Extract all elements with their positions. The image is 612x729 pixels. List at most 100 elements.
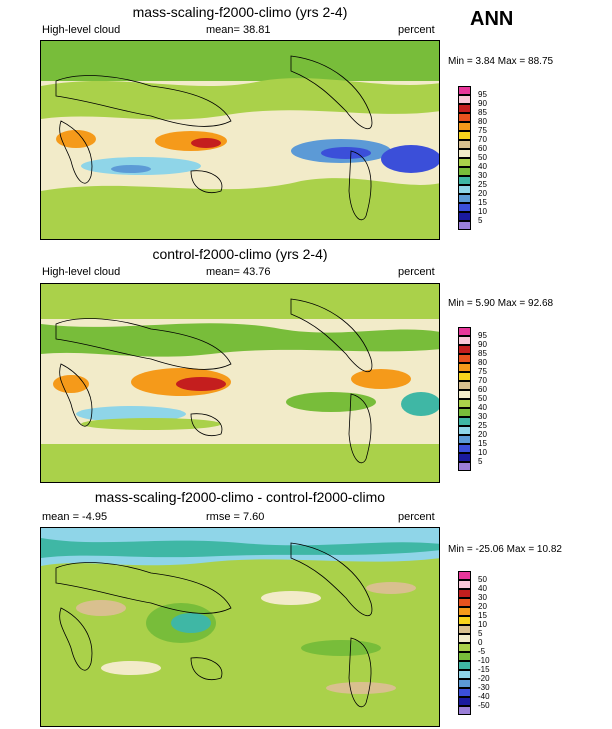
- legend-label: 20: [478, 430, 487, 439]
- panel-3-right-label: percent: [398, 511, 435, 523]
- legend-label: 80: [478, 358, 487, 367]
- legend-swatch: [458, 194, 471, 203]
- season-label: ANN: [470, 8, 514, 30]
- legend-swatch: [458, 652, 471, 661]
- panel-3-map-svg: [41, 528, 439, 726]
- legend-label: 15: [478, 198, 487, 207]
- legend-label: 25: [478, 421, 487, 430]
- legend-swatch: [458, 643, 471, 652]
- legend-label: 10: [478, 620, 487, 629]
- legend-swatch: [458, 580, 471, 589]
- legend-swatch: [458, 381, 471, 390]
- legend-label: 50: [478, 394, 487, 403]
- panel-1-legend: 95 90 85 80 75 70 60 50 40 30 25 20 15 1…: [458, 86, 538, 236]
- panel-1-map-svg: [41, 41, 439, 239]
- legend-swatch: [458, 345, 471, 354]
- legend-swatch: [458, 634, 471, 643]
- legend-swatch: [458, 203, 471, 212]
- panel-3-minmax: Min = -25.06 Max = 10.82: [448, 544, 562, 555]
- legend-swatch: [458, 354, 471, 363]
- legend-swatch: [458, 453, 471, 462]
- legend-label: 80: [478, 117, 487, 126]
- legend-swatch: [458, 104, 471, 113]
- legend-label: 75: [478, 367, 487, 376]
- legend-swatch: [458, 336, 471, 345]
- legend-swatch: [458, 113, 471, 122]
- panel-2-minmax: Min = 5.90 Max = 92.68: [448, 298, 554, 309]
- legend-swatch: [458, 399, 471, 408]
- legend-label: 50: [478, 575, 487, 584]
- legend-swatch: [458, 435, 471, 444]
- legend-label: 50: [478, 153, 487, 162]
- legend-label: 90: [478, 99, 487, 108]
- panel-3-title: mass-scaling-f2000-climo - control-f2000…: [94, 489, 386, 505]
- legend-swatch: [458, 176, 471, 185]
- legend-label: 60: [478, 144, 487, 153]
- legend-label: 40: [478, 584, 487, 593]
- panel-2-legend: 95 90 85 80 75 70 60 50 40 30 25 20 15 1…: [458, 327, 538, 477]
- legend-label: 5: [478, 629, 483, 638]
- legend-swatch: [458, 679, 471, 688]
- legend-swatch: [458, 408, 471, 417]
- legend-label: 90: [478, 340, 487, 349]
- legend-label: 15: [478, 439, 487, 448]
- legend-label: 30: [478, 171, 487, 180]
- panel-2-title: control-f2000-climo (yrs 2-4): [152, 246, 328, 262]
- legend-swatch: [458, 589, 471, 598]
- legend-swatch: [458, 390, 471, 399]
- legend-swatch: [458, 221, 471, 230]
- legend-swatch: [458, 140, 471, 149]
- legend-swatch: [458, 625, 471, 634]
- legend-swatch: [458, 327, 471, 336]
- legend-label: 60: [478, 385, 487, 394]
- legend-label: 25: [478, 180, 487, 189]
- panel-3-center-label: rmse = 7.60: [206, 511, 265, 523]
- legend-label: 10: [478, 207, 487, 216]
- panel-2-center-label: mean= 43.76: [206, 266, 271, 278]
- legend-swatch: [458, 131, 471, 140]
- legend-label: 75: [478, 126, 487, 135]
- legend-label: -50: [478, 701, 490, 710]
- legend-label: -20: [478, 674, 490, 683]
- legend-label: -10: [478, 656, 490, 665]
- legend-label: 0: [478, 638, 483, 647]
- legend-swatch: [458, 158, 471, 167]
- panel-1-map: [40, 40, 440, 240]
- legend-label: 70: [478, 135, 487, 144]
- legend-swatch: [458, 661, 471, 670]
- legend-swatch: [458, 444, 471, 453]
- legend-label: 30: [478, 412, 487, 421]
- legend-swatch: [458, 670, 471, 679]
- panel-1-center-label: mean= 38.81: [206, 24, 271, 36]
- panel-1-left-label: High-level cloud: [42, 24, 121, 36]
- panel-2-map: [40, 283, 440, 483]
- legend-label: -40: [478, 692, 490, 701]
- legend-label: 30: [478, 593, 487, 602]
- legend-swatch: [458, 212, 471, 221]
- legend-swatch: [458, 598, 471, 607]
- legend-swatch: [458, 706, 471, 715]
- legend-swatch: [458, 571, 471, 580]
- panel-1-minmax: Min = 3.84 Max = 88.75: [448, 56, 554, 67]
- legend-swatch: [458, 607, 471, 616]
- legend-label: -30: [478, 683, 490, 692]
- legend-label: 40: [478, 162, 487, 171]
- legend-label: 95: [478, 331, 487, 340]
- legend-label: 95: [478, 90, 487, 99]
- legend-swatch: [458, 417, 471, 426]
- legend-label: -5: [478, 647, 486, 656]
- legend-label: -15: [478, 665, 490, 674]
- legend-swatch: [458, 95, 471, 104]
- legend-label: 40: [478, 403, 487, 412]
- panel-3-left-label: mean = -4.95: [42, 511, 108, 523]
- legend-label: 5: [478, 457, 483, 466]
- legend-swatch: [458, 363, 471, 372]
- panel-3-map: [40, 527, 440, 727]
- legend-swatch: [458, 86, 471, 95]
- legend-label: 20: [478, 189, 487, 198]
- legend-swatch: [458, 616, 471, 625]
- legend-label: 15: [478, 611, 487, 620]
- legend-label: 10: [478, 448, 487, 457]
- panel-3-legend: 50 40 30 20 15 10 5 0 -5 -10 -15 -20 -30…: [458, 571, 538, 721]
- legend-swatch: [458, 185, 471, 194]
